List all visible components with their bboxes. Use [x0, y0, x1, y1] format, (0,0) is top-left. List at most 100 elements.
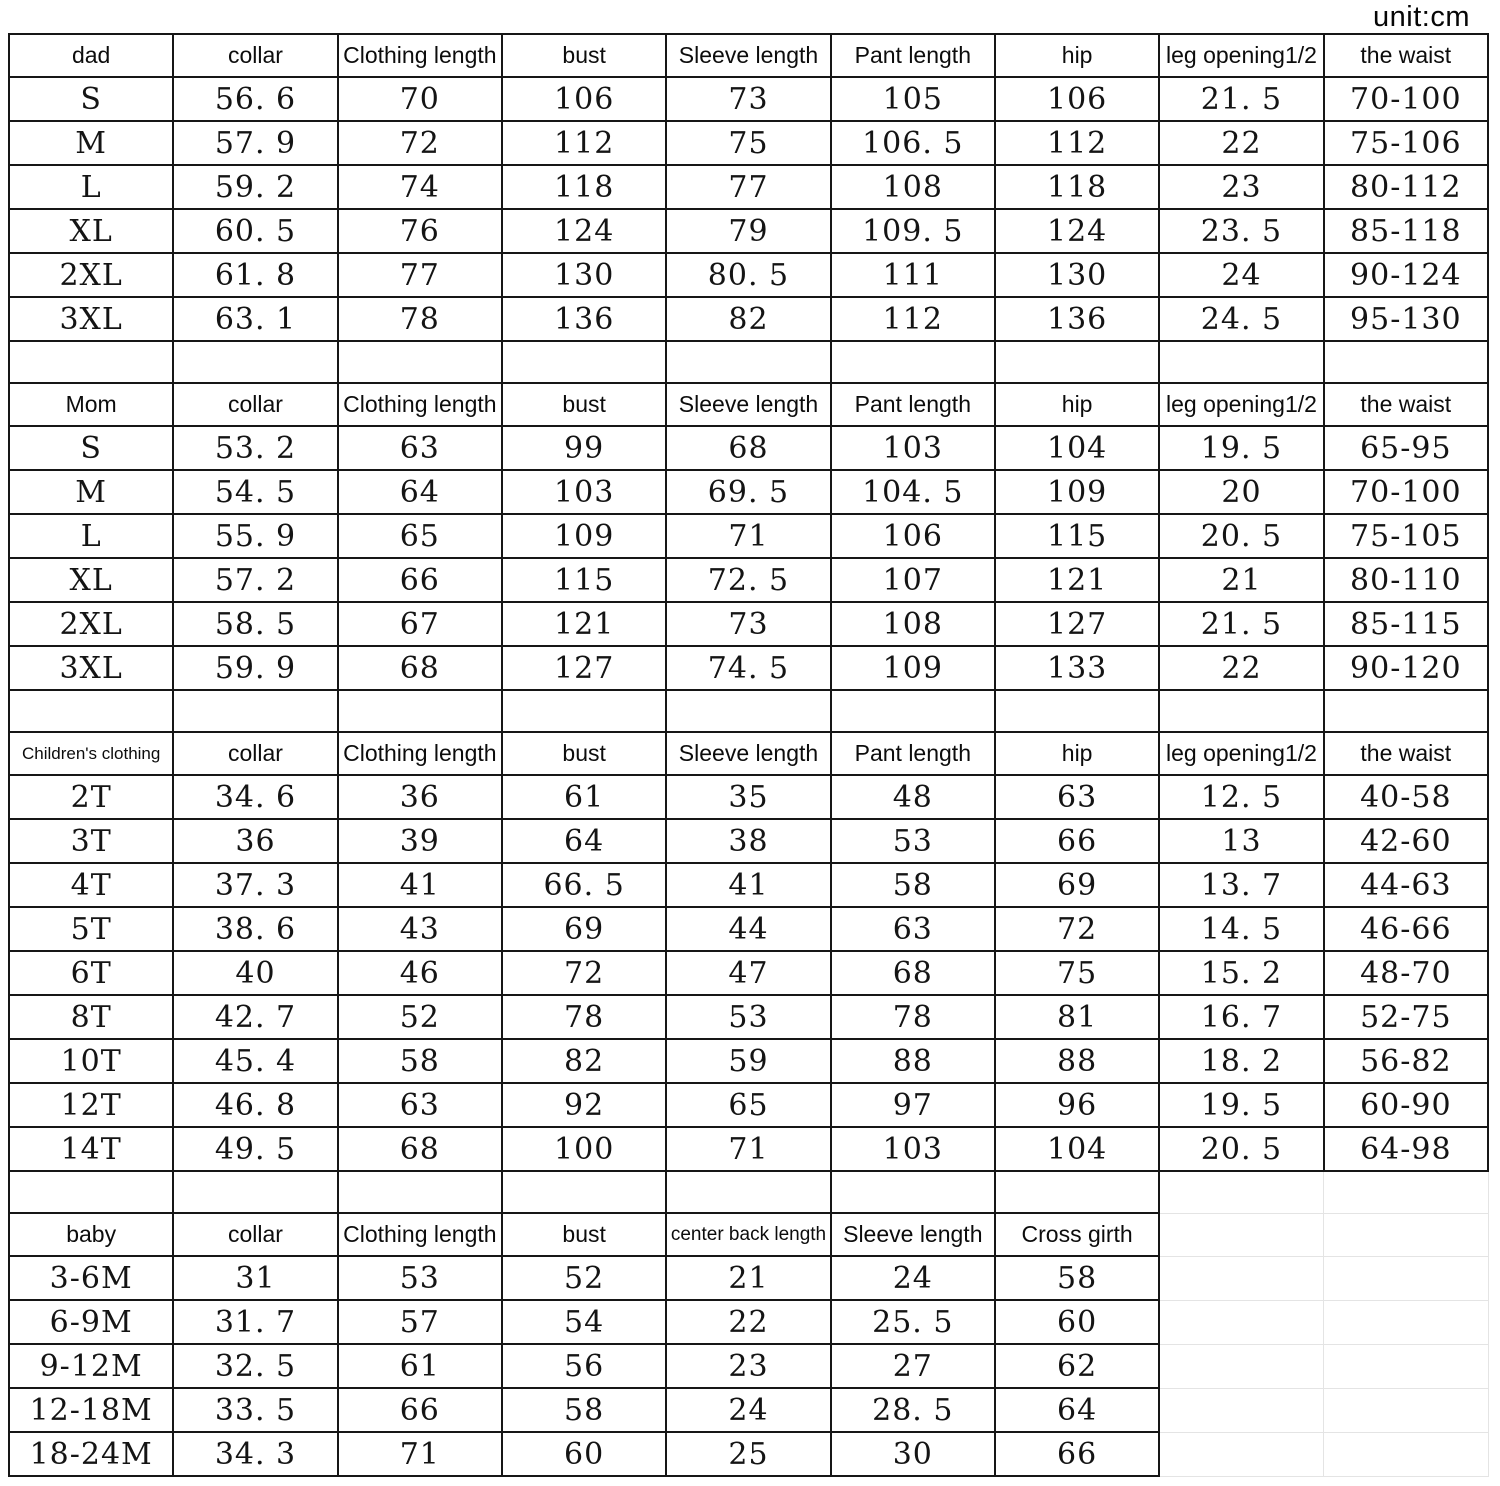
size-cell: 5T	[7, 906, 175, 952]
value-cell: 36	[172, 818, 339, 864]
value-cell: 21. 5	[1158, 601, 1325, 647]
value-cell: 118	[500, 164, 668, 210]
column-header-bust: bust	[500, 1212, 668, 1257]
value-cell: 44-63	[1322, 862, 1490, 908]
spacer-cell	[7, 340, 175, 384]
ghost-cell	[1159, 1432, 1324, 1477]
value-cell: 59	[665, 1038, 832, 1084]
column-header-the-waist: the waist	[1322, 33, 1490, 78]
value-cell: 99	[500, 425, 668, 471]
value-cell: 80-110	[1322, 557, 1490, 603]
spacer-cell	[993, 340, 1161, 384]
value-cell: 57. 2	[172, 557, 339, 603]
value-cell: 52	[500, 1255, 668, 1301]
value-cell: 112	[993, 120, 1161, 166]
value-cell: 112	[500, 120, 668, 166]
value-cell: 70	[336, 76, 503, 122]
value-cell: 82	[665, 296, 832, 342]
value-cell: 37. 3	[172, 862, 339, 908]
value-cell: 13. 7	[1158, 862, 1325, 908]
value-cell: 133	[993, 645, 1161, 691]
value-cell: 104. 5	[829, 469, 996, 515]
size-cell: 4T	[7, 862, 175, 908]
value-cell: 70-100	[1322, 469, 1490, 515]
size-cell: XL	[7, 208, 175, 254]
size-cell: 3T	[7, 818, 175, 864]
value-cell: 97	[829, 1082, 996, 1128]
value-cell: 108	[829, 601, 996, 647]
table-row: 2XL 58. 5 67 121 73 108 127 21. 5 85-115	[7, 601, 1490, 647]
column-header-sleeve-length: Sleeve length	[665, 33, 832, 78]
section-title-children-s-clothing: Children's clothing	[7, 731, 175, 776]
value-cell: 35	[665, 774, 832, 820]
value-cell: 63	[993, 774, 1161, 820]
value-cell: 20	[1158, 469, 1325, 515]
column-header-clothing-length: Clothing length	[336, 33, 503, 78]
ghost-cell	[1323, 1256, 1489, 1301]
value-cell: 66	[993, 818, 1161, 864]
value-cell: 103	[829, 425, 996, 471]
value-cell: 95-130	[1322, 296, 1490, 342]
spacer-cell	[336, 689, 503, 733]
value-cell: 16. 7	[1158, 994, 1325, 1040]
value-cell: 124	[993, 208, 1161, 254]
value-cell: 40	[172, 950, 339, 996]
value-cell: 68	[336, 645, 503, 691]
section-title-dad: dad	[7, 33, 175, 78]
table-row: 9-12M 32. 5 61 56 23 27 62	[7, 1343, 1489, 1389]
value-cell: 73	[665, 76, 832, 122]
value-cell: 127	[500, 645, 668, 691]
value-cell: 53	[665, 994, 832, 1040]
ghost-cell	[1323, 1344, 1489, 1389]
value-cell: 68	[829, 950, 996, 996]
size-cell: L	[7, 164, 175, 210]
value-cell: 34. 6	[172, 774, 339, 820]
value-cell: 109	[829, 645, 996, 691]
size-cell: S	[7, 76, 175, 122]
size-cell: 3-6M	[7, 1255, 175, 1301]
value-cell: 109. 5	[829, 208, 996, 254]
value-cell: 63	[829, 906, 996, 952]
value-cell: 75-105	[1322, 513, 1490, 559]
value-cell: 53	[829, 818, 996, 864]
value-cell: 65-95	[1322, 425, 1490, 471]
ghost-cell	[1159, 1344, 1324, 1389]
size-cell: 14T	[7, 1126, 175, 1172]
column-header-pant-length: Pant length	[829, 382, 996, 427]
value-cell: 103	[829, 1126, 996, 1172]
value-cell: 43	[336, 906, 503, 952]
size-cell: 8T	[7, 994, 175, 1040]
value-cell: 58	[993, 1255, 1161, 1301]
value-cell: 33. 5	[172, 1387, 339, 1433]
value-cell: 79	[665, 208, 832, 254]
value-cell: 88	[993, 1038, 1161, 1084]
value-cell: 68	[665, 425, 832, 471]
value-cell: 75	[665, 120, 832, 166]
value-cell: 14. 5	[1158, 906, 1325, 952]
table-row: 6-9M 31. 7 57 54 22 25. 5 60	[7, 1299, 1489, 1345]
table-row: L 55. 9 65 109 71 106 115 20. 5 75-105	[7, 513, 1490, 559]
value-cell: 19. 5	[1158, 1082, 1325, 1128]
size-cell: 2T	[7, 774, 175, 820]
ghost-cell	[1159, 1300, 1324, 1345]
table-row: 18-24M 34. 3 71 60 25 30 66	[7, 1431, 1489, 1477]
unit-label: unit:cm	[1373, 1, 1470, 33]
value-cell: 115	[993, 513, 1161, 559]
value-cell: 24	[665, 1387, 832, 1433]
value-cell: 74	[336, 164, 503, 210]
size-cell: 12-18M	[7, 1387, 175, 1433]
column-header-leg-opening1-2: leg opening1/2	[1158, 33, 1325, 78]
value-cell: 56. 6	[172, 76, 339, 122]
table-row: M 57. 9 72 112 75 106. 5 112 22 75-106	[7, 120, 1490, 166]
value-cell: 71	[336, 1431, 503, 1477]
spacer-cell	[172, 689, 339, 733]
value-cell: 81	[993, 994, 1161, 1040]
value-cell: 75	[993, 950, 1161, 996]
value-cell: 27	[829, 1343, 996, 1389]
value-cell: 106	[500, 76, 668, 122]
value-cell: 21	[1158, 557, 1325, 603]
table-row: 2XL 61. 8 77 130 80. 5 111 130 24 90-124	[7, 252, 1490, 298]
column-header-sleeve-length: Sleeve length	[829, 1212, 996, 1257]
size-cell: 6-9M	[7, 1299, 175, 1345]
value-cell: 105	[829, 76, 996, 122]
